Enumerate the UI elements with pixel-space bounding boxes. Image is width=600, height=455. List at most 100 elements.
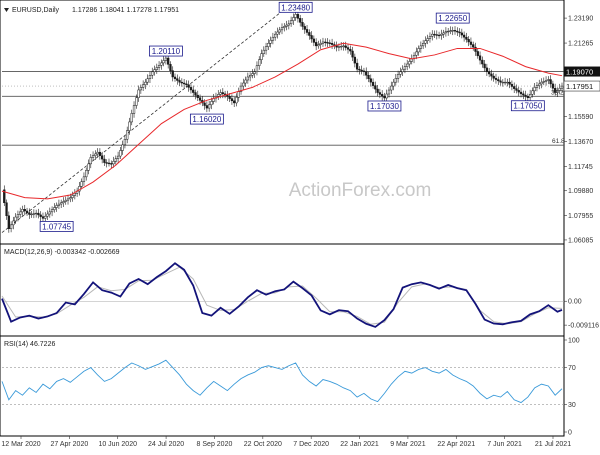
candle-body xyxy=(301,22,304,27)
candle-body xyxy=(453,30,457,32)
candle-body xyxy=(7,215,10,229)
candle-body xyxy=(303,26,306,30)
candle-body xyxy=(488,71,491,75)
price-tick-label: 1.15590 xyxy=(568,114,593,121)
candle-body xyxy=(132,105,136,114)
candle-body xyxy=(462,34,466,38)
candle-body xyxy=(549,79,552,85)
candle-body xyxy=(55,205,58,208)
candle-body xyxy=(387,89,391,95)
candle-body xyxy=(415,51,418,56)
candle-body xyxy=(251,73,254,76)
candle-body xyxy=(283,26,286,28)
candle-body xyxy=(146,78,149,83)
candle-body xyxy=(189,87,193,91)
candle-body xyxy=(519,91,523,95)
candle-body xyxy=(433,33,436,36)
candle-body xyxy=(137,89,140,98)
candle-body xyxy=(153,69,156,73)
candle-body xyxy=(510,84,514,87)
candle-body xyxy=(210,101,213,106)
candle-body xyxy=(16,214,20,218)
candle-body xyxy=(353,56,356,64)
candle-body xyxy=(299,18,302,23)
candle-body xyxy=(346,47,350,50)
level-box-label: 1.17050 xyxy=(513,102,542,111)
level-box-label: 1.23480 xyxy=(281,3,310,12)
candle-body xyxy=(447,30,450,33)
candle-body xyxy=(85,170,88,178)
candle-body xyxy=(444,31,448,34)
candle-body xyxy=(19,211,22,215)
candle-body xyxy=(176,78,179,81)
candle-body xyxy=(417,48,420,53)
candle-body xyxy=(187,84,190,88)
candle-body xyxy=(456,30,459,33)
candle-body xyxy=(164,57,168,61)
candle-body xyxy=(360,69,363,72)
candle-body xyxy=(173,76,177,79)
candle-body xyxy=(476,51,479,57)
candle-body xyxy=(501,81,504,84)
candle-body xyxy=(235,97,238,104)
rsi-tick-label: 0 xyxy=(568,430,572,437)
rsi-line xyxy=(1,359,563,404)
candle-body xyxy=(105,162,108,164)
candle-body xyxy=(180,81,183,84)
rsi-title: RSI(14) 46.7226 xyxy=(4,341,55,348)
resistance-price-tag xyxy=(564,66,600,77)
candle-body xyxy=(194,92,197,96)
level-box-label: 1.20110 xyxy=(152,47,181,56)
candle-body xyxy=(98,151,102,156)
candle-body xyxy=(383,95,386,99)
candle-body xyxy=(169,64,172,71)
candle-body xyxy=(492,75,495,79)
candle-body xyxy=(376,88,379,93)
moving-average-line xyxy=(1,42,563,200)
candle-body xyxy=(226,94,229,97)
candle-body xyxy=(469,41,473,45)
candle-body xyxy=(162,60,165,64)
symbol-dropdown-icon[interactable] xyxy=(4,8,9,12)
candle-body xyxy=(228,96,231,99)
candle-body xyxy=(242,82,245,87)
price-overlays xyxy=(1,42,563,200)
candle-body xyxy=(260,53,263,60)
candle-body xyxy=(73,193,76,196)
price-tick-label: 1.06085 xyxy=(568,237,593,244)
candle-body xyxy=(540,81,543,85)
candle-body xyxy=(25,210,29,213)
candle-body xyxy=(408,61,411,65)
candle-body xyxy=(198,97,202,101)
candle-body xyxy=(369,78,372,83)
level-box xyxy=(510,100,545,112)
candle-body xyxy=(314,42,318,47)
candle-body xyxy=(192,89,195,93)
candle-body xyxy=(544,80,548,82)
macd-tick-label: 0.00 xyxy=(568,299,582,306)
time-tick-label: 22 Apr 2021 xyxy=(437,441,475,448)
candle-body xyxy=(96,151,99,155)
candle-body xyxy=(30,213,33,216)
candle-body xyxy=(269,39,272,44)
time-tick-label: 21 Jul 2021 xyxy=(535,441,571,448)
candle-body xyxy=(374,85,377,90)
candle-body xyxy=(460,32,463,36)
rsi-tick-label: 30 xyxy=(568,402,576,409)
candle-body xyxy=(551,83,555,89)
rsi-plot: 100 70 30 0 xyxy=(1,338,580,437)
candle-body xyxy=(503,81,507,84)
candle-body xyxy=(80,181,83,187)
time-tick-label: 27 Apr 2020 xyxy=(50,441,88,448)
candle-body xyxy=(217,94,220,97)
symbol-label: EURUSD,Daily xyxy=(12,7,60,14)
candle-body xyxy=(474,46,477,52)
candle-body xyxy=(130,113,133,123)
candle-body xyxy=(556,90,559,93)
candle-body xyxy=(392,81,395,87)
candle-body xyxy=(435,34,438,36)
candle-body xyxy=(554,87,557,93)
candle-body xyxy=(253,71,256,74)
candle-body xyxy=(538,83,541,86)
candle-body xyxy=(526,96,530,98)
